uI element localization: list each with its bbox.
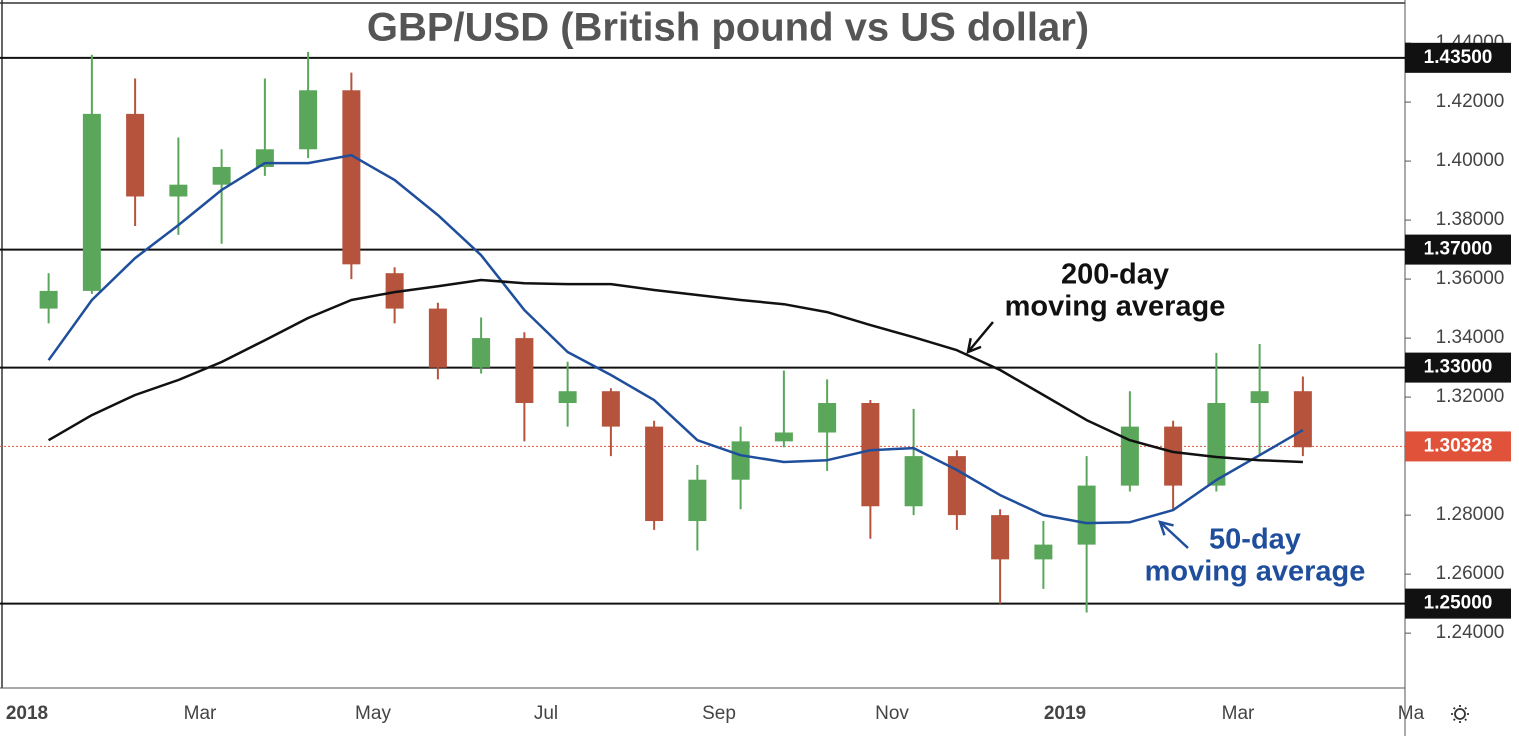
annotation-text: moving average — [1145, 556, 1366, 588]
x-tick-label: 2019 — [1044, 703, 1086, 724]
level-label: 1.25000 — [1424, 593, 1493, 614]
candle-body — [1293, 391, 1312, 448]
annotation-text: 50-day — [1209, 524, 1301, 556]
candle-body — [1207, 403, 1226, 486]
candle-body — [774, 432, 793, 442]
candle-body — [169, 184, 188, 197]
level-label: 1.33000 — [1424, 357, 1493, 378]
y-tick-label: 1.38000 — [1436, 209, 1505, 230]
candle-body — [472, 338, 491, 368]
level-label: 1.43500 — [1424, 47, 1493, 68]
candle-body — [947, 456, 966, 516]
x-tick-label: Jul — [534, 703, 558, 724]
y-tick-label: 1.34000 — [1436, 327, 1505, 348]
candle-body — [731, 441, 750, 480]
x-tick-label: Nov — [875, 703, 909, 724]
candle-body — [126, 113, 145, 197]
candle-body — [601, 391, 620, 427]
candle-body — [428, 308, 447, 368]
settings-icon[interactable] — [1451, 705, 1469, 723]
annotation-text: 200-day — [1061, 259, 1169, 291]
candle-body — [818, 403, 837, 433]
candle-body — [1250, 391, 1269, 404]
candle-body — [645, 426, 664, 522]
level-label-bg — [1405, 588, 1511, 619]
candle-body — [558, 391, 577, 404]
candle-body — [1164, 426, 1183, 486]
x-tick-label: Ma — [1398, 703, 1425, 724]
x-tick-label: Mar — [1222, 703, 1255, 724]
candle-body — [1034, 544, 1053, 560]
candle-body — [39, 290, 58, 309]
candle-body — [991, 515, 1010, 560]
x-tick-label: May — [355, 703, 391, 724]
level-label-bg — [1405, 234, 1511, 265]
last-price-label-bg — [1405, 431, 1511, 462]
y-tick-label: 1.24000 — [1436, 622, 1505, 643]
y-tick-label: 1.40000 — [1436, 150, 1505, 171]
annotation-arrow — [1158, 520, 1189, 549]
x-tick-label: 2018 — [6, 703, 48, 724]
candle-body — [515, 338, 534, 404]
candle-body — [212, 166, 231, 185]
title-bg — [310, 5, 1146, 55]
level-label: 1.37000 — [1424, 239, 1493, 260]
y-tick-label: 1.26000 — [1436, 563, 1505, 584]
candle-body — [299, 90, 318, 150]
level-label-bg — [1405, 352, 1511, 383]
moving-average-line — [47, 278, 1303, 464]
y-tick-label: 1.32000 — [1436, 386, 1505, 407]
last-price-label: 1.30328 — [1424, 435, 1493, 456]
chart-title: GBP/USD (British pound vs US dollar) — [367, 6, 1089, 50]
x-tick-label: Sep — [702, 703, 736, 724]
candle-body — [1120, 426, 1139, 486]
annotation-arrow — [966, 321, 994, 355]
candle-body — [904, 456, 923, 507]
x-tick-label: Mar — [184, 703, 217, 724]
candle-body — [861, 403, 880, 507]
candle-body — [688, 479, 707, 522]
annotation-text: moving average — [1005, 291, 1226, 323]
candle-body — [1077, 485, 1096, 545]
level-label-bg — [1405, 42, 1511, 73]
y-tick-label: 1.36000 — [1436, 268, 1505, 289]
moving-average-line — [47, 153, 1304, 525]
candle-body — [342, 90, 361, 265]
candle-body — [82, 113, 101, 291]
y-tick-label: 1.42000 — [1436, 91, 1505, 112]
y-tick-label: 1.28000 — [1436, 504, 1505, 525]
